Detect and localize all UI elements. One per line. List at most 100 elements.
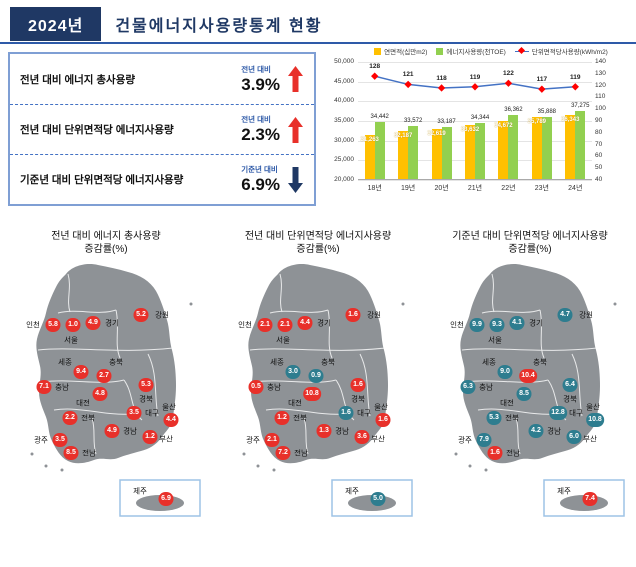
region-value-울산: 4.4 (163, 413, 179, 427)
map-title: 전년 대비 에너지 총사용량 증감률(%) (0, 230, 212, 256)
legend-item: 에너지사용량(천TOE) (436, 46, 506, 56)
legend-item: 단위면적당사용량(kWh/m2) (514, 46, 608, 56)
line-marker-icon (404, 80, 412, 89)
left-axis-tick: 25,000 (334, 156, 354, 164)
line-series (371, 72, 579, 93)
region-value-광주: 3.5 (52, 433, 68, 447)
map-panel-unit-area-energy: 전년 대비 단위면적당 에너지사용량 증감률(%) 인천 2.1 서울 2.1 경기 4.… (212, 228, 424, 564)
bar-value-label: 31,263 (360, 136, 379, 143)
bar-energy-usage (374, 122, 385, 179)
region-label-전남: 전남 (294, 448, 308, 458)
region-label-광주: 광주 (458, 435, 472, 445)
region-label-울산: 울산 (374, 402, 388, 412)
map-panel-total-energy: 전년 대비 에너지 총사용량 증감률(%) 인천 5.8 서울 1.0 경기 4.9 강원 5… (0, 228, 212, 564)
stat-label: 전년 대비 단위면적당 에너지사용량 (20, 124, 174, 136)
region-value-제주: 7.4 (582, 492, 598, 506)
region-value-광주: 7.9 (476, 433, 492, 447)
region-label-강원: 강원 (579, 310, 593, 320)
region-label-전북: 전북 (505, 413, 519, 423)
x-axis-label: 22년 (501, 185, 516, 192)
gridline (358, 81, 592, 83)
region-value-전북: 5.3 (486, 411, 502, 425)
region-value-경기: 4.4 (297, 316, 313, 330)
stat-label: 기준년 대비 단위면적당 에너지사용량 (20, 174, 184, 186)
region-label-경남: 경남 (123, 426, 137, 436)
region-label-경기: 경기 (529, 318, 543, 328)
left-axis-tick: 45,000 (334, 77, 354, 85)
legend-label: 에너지사용량(천TOE) (446, 49, 506, 56)
legend-item: 연면적(십만m2) (374, 46, 427, 56)
bar-floor-area (398, 131, 409, 179)
region-value-전남: 8.5 (63, 446, 79, 460)
bar-value-label: 33,572 (403, 117, 423, 124)
trend-down-arrow-icon (288, 165, 304, 195)
bar-floor-area (531, 116, 542, 179)
line-marker-icon (504, 79, 513, 87)
region-label-경북: 경북 (563, 394, 577, 404)
left-axis-tick: 40,000 (334, 97, 354, 105)
region-label-울산: 울산 (586, 402, 600, 412)
left-axis-tick: 50,000 (334, 58, 354, 65)
region-label-제주: 제주 (133, 486, 147, 496)
map-title-line1: 전년 대비 단위면적당 에너지사용량 (244, 231, 392, 242)
region-label-광주: 광주 (246, 435, 260, 445)
bar-value-label: 35,888 (537, 108, 557, 115)
korea-map: 인천 5.8 서울 1.0 경기 4.9 강원 5.2 세종 9.4 충북 2.7 충남 7.1 대전 4.8… (8, 258, 204, 558)
x-axis-label: 23년 (534, 185, 549, 192)
stat-value-wrap: 전년 대비 2.3% (241, 114, 280, 145)
region-label-서울: 서울 (276, 335, 290, 345)
region-value-인천: 2.1 (257, 318, 273, 332)
region-value-충북: 2.7 (96, 369, 112, 383)
region-label-전남: 전남 (82, 448, 96, 458)
map-title-line1: 기준년 대비 단위면적당 에너지사용량 (452, 231, 608, 242)
right-axis-tick: 50 (595, 164, 603, 172)
region-label-충남: 충남 (55, 382, 69, 392)
region-label-부산: 부산 (371, 434, 385, 444)
region-label-대구: 대구 (145, 408, 159, 418)
region-value-경남: 4.2 (528, 424, 544, 438)
left-axis-tick: 20,000 (334, 176, 354, 183)
region-label-충북: 충북 (321, 357, 335, 367)
region-value-부산: 6.0 (566, 430, 582, 444)
region-label-강원: 강원 (155, 310, 169, 320)
region-value-울산: 10.8 (586, 413, 604, 427)
region-label-서울: 서울 (64, 335, 78, 345)
region-value-서울: 2.1 (277, 318, 293, 332)
legend-swatch-icon (374, 47, 382, 55)
region-maps-row: 전년 대비 에너지 총사용량 증감률(%) 인천 5.8 서울 1.0 경기 4.9 강원 5… (0, 228, 636, 564)
stat-row-baseyear-unit-area-energy: 기준년 대비 단위면적당 에너지사용량 기준년 대비 6.9% (10, 154, 314, 204)
right-axis-tick: 90 (595, 117, 603, 124)
bar-energy-usage (475, 122, 485, 179)
year-badge: 2024년 (10, 7, 102, 41)
region-value-경북: 5.3 (138, 378, 154, 392)
bar-value-label: 32,619 (427, 131, 446, 138)
bar-floor-area (431, 129, 442, 179)
region-label-경남: 경남 (335, 426, 349, 436)
region-label-인천: 인천 (450, 320, 464, 330)
region-value-경남: 4.9 (104, 424, 120, 438)
map-panel-baseyear-unit-area-energy: 기준년 대비 단위면적당 에너지사용량 증감률(%) 인천 9.9 서울 9.3 경기 4… (424, 228, 636, 564)
x-axis-label: 24년 (568, 185, 583, 192)
x-axis-label: 18년 (367, 185, 382, 192)
region-label-전남: 전남 (506, 448, 520, 458)
x-axis-label: 19년 (401, 185, 416, 192)
bar-floor-area (565, 114, 576, 179)
chart-legend: 연면적(십만m2) 에너지사용량(천TOE) 단위면적당사용량(kWh/m2) (350, 46, 632, 56)
energy-trend-chart: 연면적(십만m2) 에너지사용량(천TOE) 단위면적당사용량(kWh/m2) 50… (320, 46, 632, 218)
region-value-강원: 5.2 (133, 308, 149, 322)
region-value-충남: 7.1 (36, 380, 52, 394)
line-value-label: 117 (536, 76, 548, 84)
summary-stats-panel: 전년 대비 에너지 총사용량 전년 대비 3.9% 전년 대비 단위면적당 에너… (8, 52, 316, 206)
trend-up-arrow-icon (288, 64, 304, 94)
region-label-제주: 제주 (345, 486, 359, 496)
region-value-세종: 9.0 (497, 365, 513, 379)
bar-value-label: 33,632 (460, 127, 480, 134)
line-value-label: 122 (502, 70, 514, 78)
region-label-서울: 서울 (488, 335, 502, 345)
region-value-대구: 3.5 (126, 406, 142, 420)
region-value-대전: 10.8 (303, 387, 321, 401)
map-title-line1: 전년 대비 에너지 총사용량 (51, 231, 161, 242)
bar-floor-area (465, 125, 475, 179)
region-value-대전: 8.5 (516, 387, 532, 401)
bar-energy-usage (541, 116, 552, 179)
